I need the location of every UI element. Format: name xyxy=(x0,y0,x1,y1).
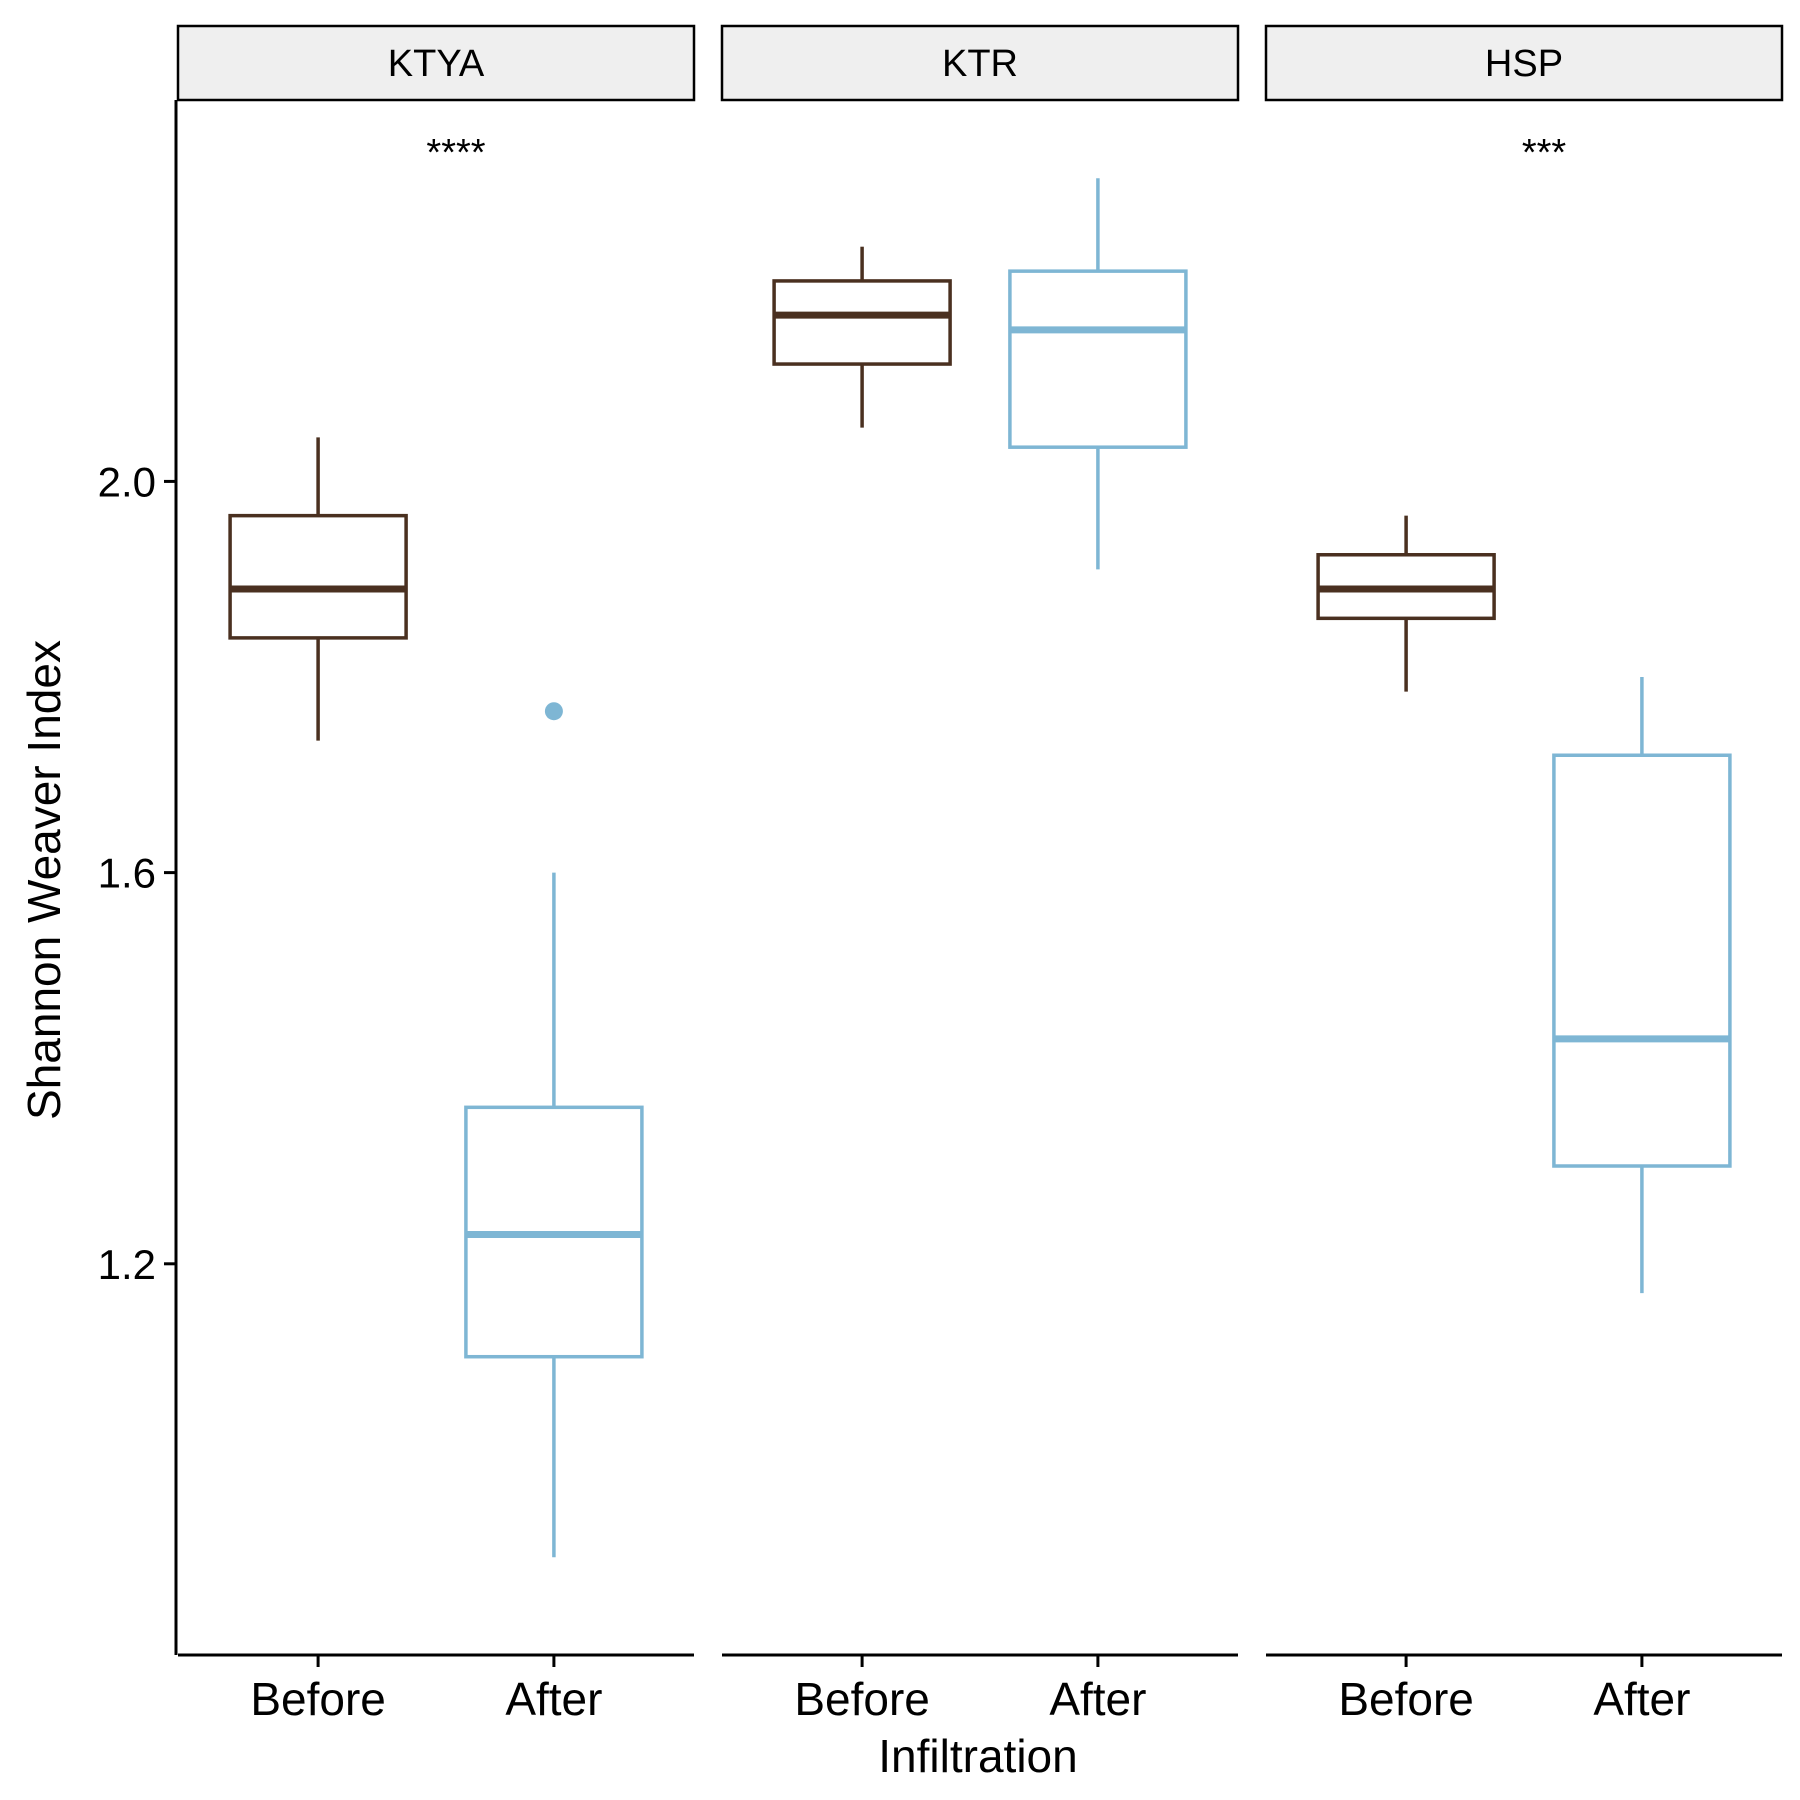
facet-panel-ktr: KTR Before After xyxy=(720,24,1240,1725)
box-before xyxy=(1316,515,1496,692)
box-after xyxy=(464,702,644,1558)
significance-label: **** xyxy=(426,132,485,174)
x-tick-label: Before xyxy=(794,1673,930,1725)
outlier-point xyxy=(544,702,563,721)
box-iqr xyxy=(1552,753,1732,1168)
facet-strip xyxy=(720,24,1240,102)
box-iqr xyxy=(1008,269,1188,449)
box-iqr xyxy=(772,279,952,366)
y-axis: 1.2 1.6 2.0 xyxy=(98,100,178,1655)
facet-panel-hsp: HSP *** Before After xyxy=(1264,24,1784,1725)
box-before xyxy=(228,437,408,741)
x-tick-label: Before xyxy=(250,1673,386,1725)
facet-strip-label: HSP xyxy=(1485,43,1563,85)
facet-strip-label: KTYA xyxy=(388,43,485,85)
box-after xyxy=(1008,178,1188,570)
box-before xyxy=(772,246,952,428)
box-after xyxy=(1552,677,1732,1294)
facet-strip-label: KTR xyxy=(942,43,1018,85)
y-axis-title: Shannon Weaver Index xyxy=(18,640,70,1120)
facet-strip xyxy=(176,24,696,102)
facet-panel-ktya: KTYA **** Before After xyxy=(176,24,696,1725)
facets-layer: KTYA **** Before After KTR Before After HSP *** B… xyxy=(176,24,1784,1725)
x-tick-label: Before xyxy=(1338,1673,1474,1725)
y-tick-label: 1.6 xyxy=(98,850,156,897)
y-tick-label: 2.0 xyxy=(98,458,156,505)
significance-label: *** xyxy=(1522,132,1567,174)
x-axis-title: Infiltration xyxy=(878,1730,1077,1782)
box-iqr xyxy=(228,513,408,640)
facet-strip xyxy=(1264,24,1784,102)
x-tick-label: After xyxy=(1049,1673,1146,1725)
y-tick-label: 1.2 xyxy=(98,1241,156,1288)
x-tick-label: After xyxy=(1593,1673,1690,1725)
x-tick-label: After xyxy=(505,1673,602,1725)
